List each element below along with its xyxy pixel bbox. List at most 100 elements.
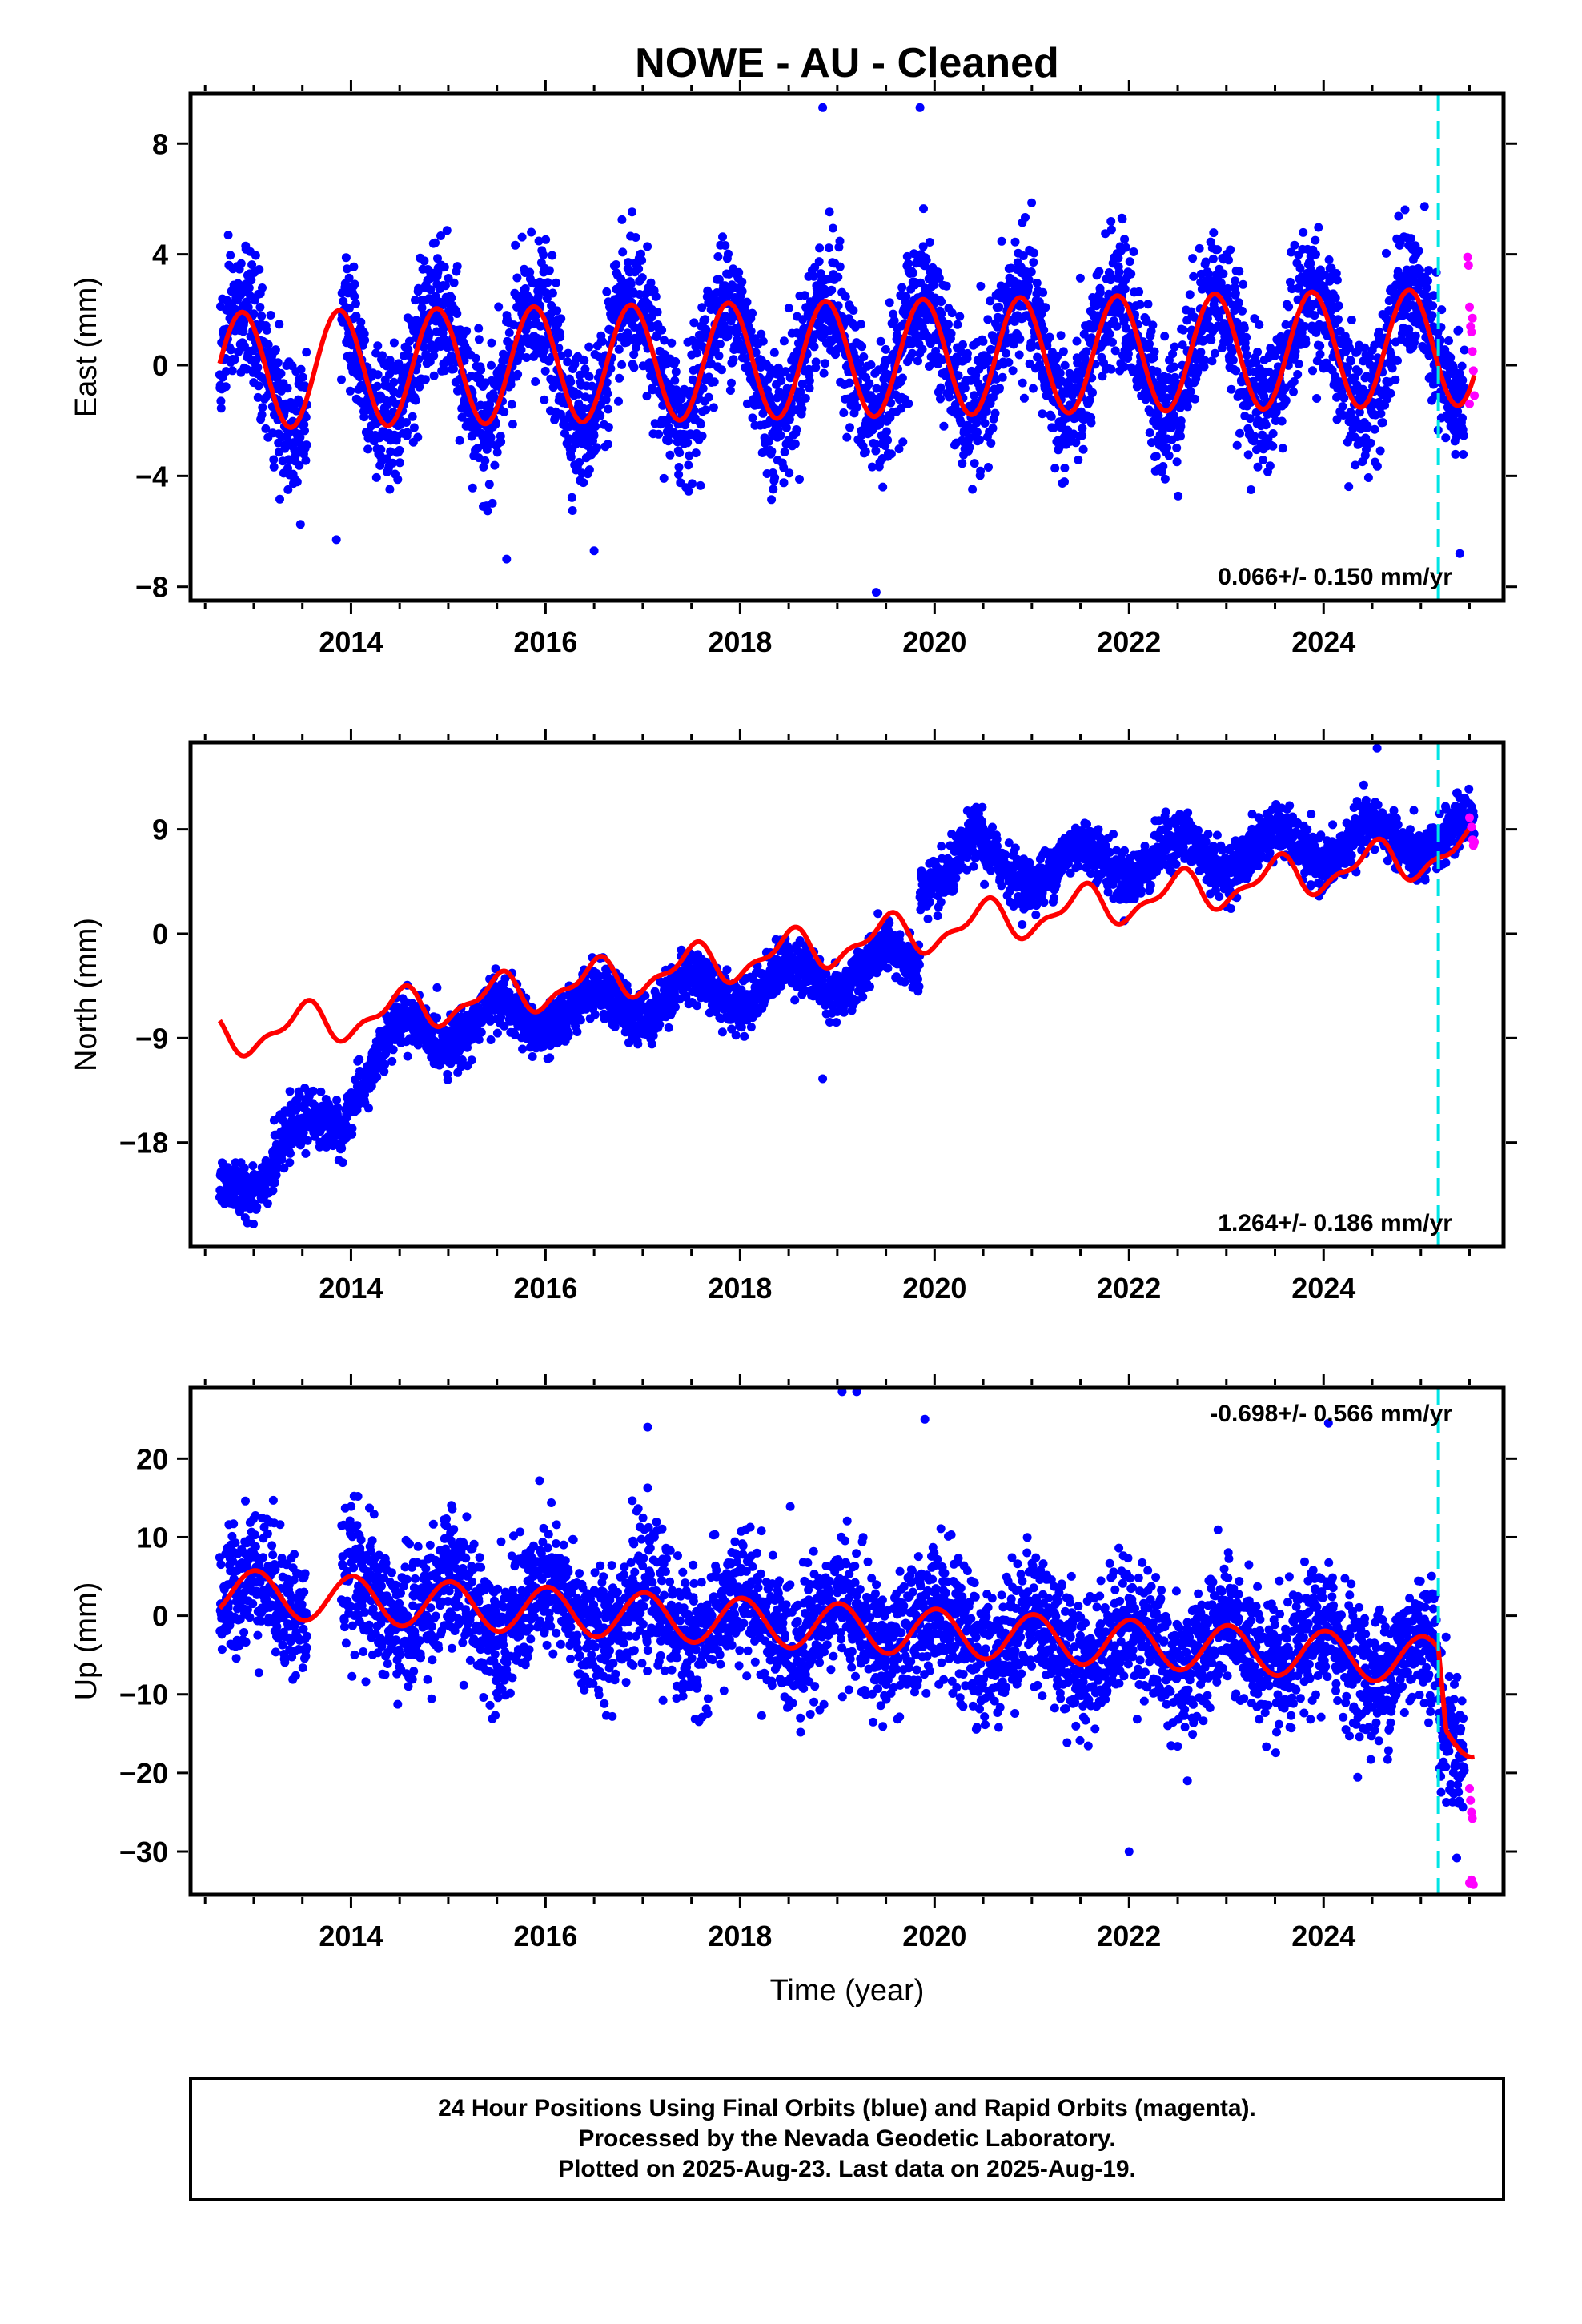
data-point-final xyxy=(349,262,359,271)
data-point-final xyxy=(615,373,624,383)
data-point-final xyxy=(230,355,239,364)
data-point-final xyxy=(1074,455,1083,464)
data-point-final xyxy=(1106,275,1115,285)
data-point-final xyxy=(1339,411,1348,420)
data-point-final xyxy=(805,376,814,385)
data-point-final xyxy=(1324,255,1334,264)
data-point-final xyxy=(1345,343,1354,352)
data-point-final xyxy=(216,396,226,406)
data-point-final xyxy=(486,432,496,442)
data-point-final xyxy=(552,278,560,287)
data-point-final xyxy=(986,439,996,448)
data-point-final xyxy=(1078,424,1087,433)
data-point-final xyxy=(765,436,774,446)
data-point-final xyxy=(1315,349,1325,359)
data-point-final xyxy=(1110,346,1120,356)
data-point-final xyxy=(835,236,845,246)
data-point-final xyxy=(431,292,440,301)
data-point-final xyxy=(647,312,656,322)
data-point-final xyxy=(1311,235,1320,245)
data-point-final xyxy=(1347,316,1356,324)
data-point-final xyxy=(299,1128,308,1137)
data-point-final xyxy=(1239,324,1249,333)
data-point-final xyxy=(548,288,557,298)
data-point-final xyxy=(1281,320,1291,329)
data-point-final xyxy=(908,348,917,358)
data-point-final xyxy=(300,426,309,436)
data-point-final xyxy=(359,329,369,339)
y-axis-label: East (mm) xyxy=(70,277,103,417)
data-point-rapid xyxy=(1467,328,1476,336)
data-point-final xyxy=(857,342,867,352)
data-point-final xyxy=(1332,415,1342,424)
data-point-final xyxy=(637,255,647,265)
data-point-final xyxy=(675,448,685,457)
data-point-final xyxy=(378,351,387,360)
data-point-final xyxy=(544,266,554,275)
data-point-final xyxy=(1457,361,1467,371)
data-point-final xyxy=(936,394,945,404)
data-point-final xyxy=(936,383,946,392)
data-point-final xyxy=(332,1096,342,1105)
data-point-final xyxy=(285,1087,295,1096)
data-point-final xyxy=(1268,441,1278,451)
data-point-final xyxy=(1152,367,1162,376)
data-point-final xyxy=(277,1155,287,1164)
data-point-final xyxy=(1238,306,1247,316)
data-point-final xyxy=(286,1148,295,1158)
data-point-final xyxy=(824,243,833,253)
data-point-final xyxy=(433,254,442,263)
data-point-final xyxy=(527,227,536,237)
data-point-final xyxy=(734,267,744,277)
data-point-final xyxy=(1024,275,1034,285)
data-point-final xyxy=(291,406,301,416)
data-point-final xyxy=(629,350,639,360)
data-point-outlier xyxy=(818,103,828,112)
data-point-final xyxy=(1120,235,1130,244)
data-point-final xyxy=(447,293,456,303)
data-point-final xyxy=(1201,257,1211,267)
data-point-final xyxy=(462,326,472,336)
data-point-final xyxy=(1120,284,1130,294)
y-tick-label: 0 xyxy=(152,349,168,382)
data-point-final xyxy=(1355,408,1364,417)
data-point-final xyxy=(1344,482,1354,492)
data-point-final xyxy=(714,351,724,360)
data-point-final xyxy=(419,342,428,352)
data-point-rapid xyxy=(1470,391,1480,400)
data-point-final xyxy=(1207,336,1216,344)
data-point-final xyxy=(921,255,931,265)
data-point-final xyxy=(1026,267,1036,276)
data-point-rapid xyxy=(1468,347,1477,356)
data-point-final xyxy=(865,379,874,388)
data-point-final xyxy=(978,336,988,346)
data-point-final xyxy=(1078,444,1088,454)
data-point-final xyxy=(1446,352,1456,362)
data-point-final xyxy=(925,238,934,247)
data-point-final xyxy=(667,338,677,348)
data-point-final xyxy=(841,292,850,301)
data-point-final xyxy=(1193,367,1203,376)
data-point-final xyxy=(591,422,600,431)
data-point-final xyxy=(1382,248,1391,258)
data-point-final xyxy=(886,398,896,408)
data-point-final xyxy=(1375,446,1385,456)
data-point-final xyxy=(634,264,644,274)
data-point-final xyxy=(356,317,366,327)
data-point-final xyxy=(962,348,972,358)
data-point-final xyxy=(1143,300,1153,309)
data-point-final xyxy=(338,1158,347,1168)
y-tick-label: −4 xyxy=(135,460,168,493)
data-point-final xyxy=(1050,464,1060,473)
data-point-final xyxy=(1148,320,1158,330)
data-point-final xyxy=(976,466,986,476)
data-point-final xyxy=(333,1103,343,1112)
data-point-final xyxy=(674,470,684,480)
data-point-final xyxy=(1160,332,1170,341)
data-point-final xyxy=(484,480,494,489)
data-point-final xyxy=(1159,384,1169,393)
data-point-final xyxy=(883,436,893,445)
data-point-final xyxy=(1242,350,1251,360)
data-point-final xyxy=(882,427,891,436)
data-point-final xyxy=(631,233,640,242)
